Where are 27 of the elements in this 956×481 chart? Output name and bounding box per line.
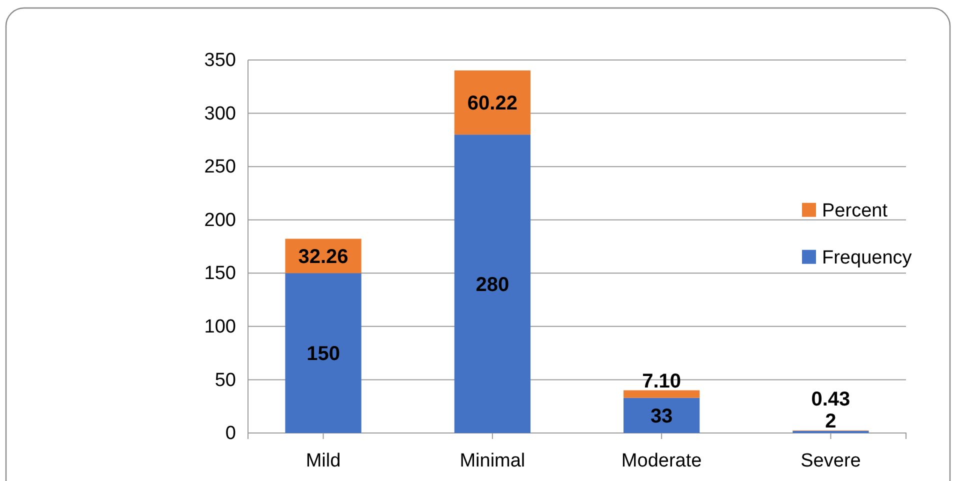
y-tick-label: 50 (214, 370, 236, 391)
data-label: 0.43 (811, 388, 850, 410)
bar (285, 273, 362, 433)
data-label: 33 (650, 405, 673, 428)
y-tick-label: 350 (204, 50, 236, 72)
bar (454, 134, 530, 433)
data-label: 2 (825, 410, 836, 432)
y-tick-label: 150 (204, 263, 236, 284)
x-tick-label: Moderate (621, 450, 702, 472)
legend-label: Frequency (822, 248, 912, 269)
y-tick-label: 250 (204, 156, 236, 178)
x-tick-label: Severe (800, 450, 861, 472)
bar (624, 398, 700, 433)
x-tick-label: Mild (306, 450, 341, 472)
data-label: 32.26 (298, 246, 348, 268)
y-tick-label: 300 (204, 103, 236, 124)
data-label: 7.10 (642, 370, 682, 392)
legend-label: Percent (822, 200, 888, 222)
bar (624, 390, 700, 398)
data-label: 150 (306, 343, 340, 366)
y-tick-label: 200 (204, 210, 236, 231)
y-tick-label: 0 (225, 423, 236, 444)
x-tick-label: Minimal (460, 450, 526, 472)
bar (454, 70, 530, 135)
y-tick-label: 100 (204, 316, 236, 338)
data-label: 60.22 (467, 92, 518, 115)
data-label: 280 (476, 274, 510, 296)
